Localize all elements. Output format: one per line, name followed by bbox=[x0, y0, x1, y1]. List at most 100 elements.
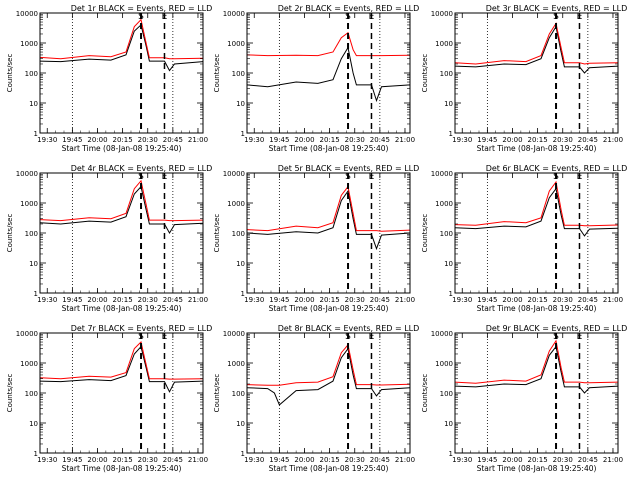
y-axis-label: Counts/sec bbox=[6, 54, 14, 93]
x-tick-label: 20:15 bbox=[113, 296, 133, 304]
series-line-lld bbox=[40, 179, 203, 222]
series-line-events bbox=[455, 187, 618, 237]
panel-title: Det 5r BLACK = Events, RED = LLD bbox=[278, 164, 420, 173]
x-tick-label: 20:15 bbox=[113, 136, 133, 144]
panel-title: Det 8r BLACK = Events, RED = LLD bbox=[278, 324, 420, 333]
x-tick-label: 19:30 bbox=[37, 456, 57, 464]
y-tick-label: 100 bbox=[440, 390, 453, 398]
end-marker-label: E bbox=[369, 12, 375, 22]
x-tick-label: 20:15 bbox=[528, 456, 548, 464]
y-tick-label: 10 bbox=[29, 260, 38, 268]
series-line-lld bbox=[455, 339, 618, 384]
y-tick-label: 10000 bbox=[431, 170, 453, 178]
y-tick-label: 100 bbox=[25, 230, 38, 238]
x-axis-label: Start Time (08-Jan-08 19:25:40) bbox=[477, 144, 597, 153]
y-tick-label: 10 bbox=[236, 420, 245, 428]
start-marker-label: S bbox=[553, 12, 559, 22]
x-tick-label: 21:00 bbox=[603, 296, 623, 304]
x-tick-label: 20:00 bbox=[502, 136, 522, 144]
series-line-lld bbox=[247, 185, 410, 232]
x-tick-label: 21:00 bbox=[603, 136, 623, 144]
x-axis-label: Start Time (08-Jan-08 19:25:40) bbox=[269, 464, 389, 473]
y-axis-label: Counts/sec bbox=[6, 374, 14, 413]
start-marker-label: S bbox=[345, 172, 351, 182]
end-marker-label: E bbox=[577, 172, 583, 182]
y-tick-label: 10000 bbox=[223, 10, 245, 18]
x-tick-label: 19:30 bbox=[452, 456, 472, 464]
y-tick-label: 1000 bbox=[20, 360, 38, 368]
y-tick-label: 1000 bbox=[227, 360, 245, 368]
x-tick-label: 21:00 bbox=[395, 456, 415, 464]
series-line-events bbox=[40, 23, 203, 72]
y-tick-label: 10 bbox=[29, 420, 38, 428]
series-line-lld bbox=[455, 180, 618, 227]
y-tick-label: 10000 bbox=[431, 330, 453, 338]
x-tick-label: 19:30 bbox=[37, 296, 57, 304]
series-line-events bbox=[247, 189, 410, 251]
plot-frame bbox=[39, 12, 204, 134]
x-tick-label: 20:30 bbox=[345, 136, 365, 144]
plot-frame bbox=[246, 172, 411, 294]
x-tick-label: 21:00 bbox=[188, 296, 208, 304]
panel-title: Det 6r BLACK = Events, RED = LLD bbox=[486, 164, 628, 173]
start-marker-label: S bbox=[345, 332, 351, 342]
plot-frame bbox=[39, 172, 204, 294]
end-marker-label: E bbox=[577, 332, 583, 342]
x-axis-label: Start Time (08-Jan-08 19:25:40) bbox=[62, 464, 182, 473]
end-marker-label: E bbox=[162, 12, 168, 22]
y-tick-label: 100 bbox=[232, 390, 245, 398]
panel-title: Det 2r BLACK = Events, RED = LLD bbox=[278, 4, 420, 13]
start-marker-label: S bbox=[553, 172, 559, 182]
x-axis-label: Start Time (08-Jan-08 19:25:40) bbox=[269, 144, 389, 153]
y-tick-label: 100 bbox=[25, 390, 38, 398]
x-tick-label: 21:00 bbox=[188, 456, 208, 464]
y-tick-label: 1 bbox=[449, 130, 453, 138]
y-tick-label: 100 bbox=[440, 230, 453, 238]
x-tick-label: 20:30 bbox=[345, 456, 365, 464]
y-tick-label: 1 bbox=[34, 130, 38, 138]
x-tick-label: 19:30 bbox=[244, 136, 264, 144]
plot-frame bbox=[246, 12, 411, 134]
y-tick-label: 1000 bbox=[20, 200, 38, 208]
x-tick-label: 19:45 bbox=[62, 136, 82, 144]
y-tick-label: 1 bbox=[34, 450, 38, 458]
x-tick-label: 19:30 bbox=[37, 136, 57, 144]
panel-title: Det 3r BLACK = Events, RED = LLD bbox=[486, 4, 628, 13]
x-tick-label: 20:45 bbox=[578, 136, 598, 144]
y-tick-label: 10 bbox=[444, 100, 453, 108]
y-axis-label: Counts/sec bbox=[421, 54, 429, 93]
series-line-events bbox=[247, 347, 410, 406]
start-marker-label: S bbox=[138, 332, 144, 342]
series-line-events bbox=[455, 345, 618, 394]
x-axis-label: Start Time (08-Jan-08 19:25:40) bbox=[62, 304, 182, 313]
y-tick-label: 1000 bbox=[435, 360, 453, 368]
y-tick-label: 10 bbox=[444, 420, 453, 428]
y-tick-label: 10000 bbox=[16, 10, 38, 18]
panel-title: Det 4r BLACK = Events, RED = LLD bbox=[71, 164, 213, 173]
y-tick-label: 1 bbox=[241, 290, 245, 298]
x-tick-label: 19:45 bbox=[477, 296, 497, 304]
y-axis-label: Counts/sec bbox=[421, 374, 429, 413]
x-tick-label: 20:15 bbox=[320, 456, 340, 464]
x-tick-label: 20:45 bbox=[370, 136, 390, 144]
series-line-lld bbox=[247, 343, 410, 386]
y-tick-label: 1 bbox=[241, 450, 245, 458]
series-line-lld bbox=[40, 341, 203, 380]
x-tick-label: 20:45 bbox=[163, 296, 183, 304]
panel-title: Det 9r BLACK = Events, RED = LLD bbox=[486, 324, 628, 333]
x-tick-label: 20:00 bbox=[502, 296, 522, 304]
x-tick-label: 20:30 bbox=[553, 296, 573, 304]
x-tick-label: 19:45 bbox=[477, 456, 497, 464]
x-tick-label: 20:00 bbox=[87, 136, 107, 144]
series-line-events bbox=[40, 185, 203, 235]
x-tick-label: 19:30 bbox=[452, 136, 472, 144]
x-tick-label: 19:45 bbox=[477, 136, 497, 144]
x-tick-label: 19:45 bbox=[269, 296, 289, 304]
x-axis-label: Start Time (08-Jan-08 19:25:40) bbox=[477, 304, 597, 313]
